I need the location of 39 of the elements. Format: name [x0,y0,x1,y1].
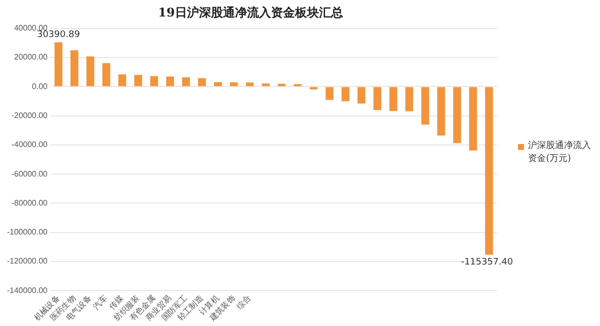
bar [246,82,254,86]
bar [118,74,126,86]
bar [389,87,398,111]
data-label: 30390.89 [36,30,80,40]
bar [198,78,206,86]
y-tick-label: -60000.00 [11,169,48,178]
y-tick-label: -100000.00 [6,228,48,237]
y-tick-label: -80000.00 [11,198,48,208]
y-tick-label: 0.00 [32,82,48,91]
bar [405,87,414,112]
bar [214,82,222,86]
bar [70,50,78,86]
bar [421,87,430,125]
bar [326,87,334,100]
bar [54,42,62,86]
x-tick-label: 汽车 [92,294,110,312]
y-tick-label: -40000.00 [11,140,48,150]
bar [437,87,446,136]
bar [485,87,493,255]
bar [182,77,190,86]
bar [469,87,478,150]
bar [358,87,366,104]
y-tick-label: -140000.00 [6,286,48,295]
bar [150,76,158,86]
bar [453,87,462,144]
bar [134,74,142,86]
bar [342,87,350,102]
y-tick-label: -20000.00 [11,111,48,120]
bar [86,56,94,86]
bar [373,87,382,110]
bar [166,76,174,86]
x-tick-label: 综合 [235,294,253,312]
y-tick-label: -120000.00 [6,256,48,266]
chart-title: 19日沪深股通净流入资金板块汇总 [158,5,344,20]
data-label: -115357.40 [461,258,514,268]
y-tick-label: 20000.00 [14,52,48,62]
legend-label: 沪深股通净流入资金(万元) [528,140,592,166]
bar [102,63,110,86]
bar [230,82,238,86]
